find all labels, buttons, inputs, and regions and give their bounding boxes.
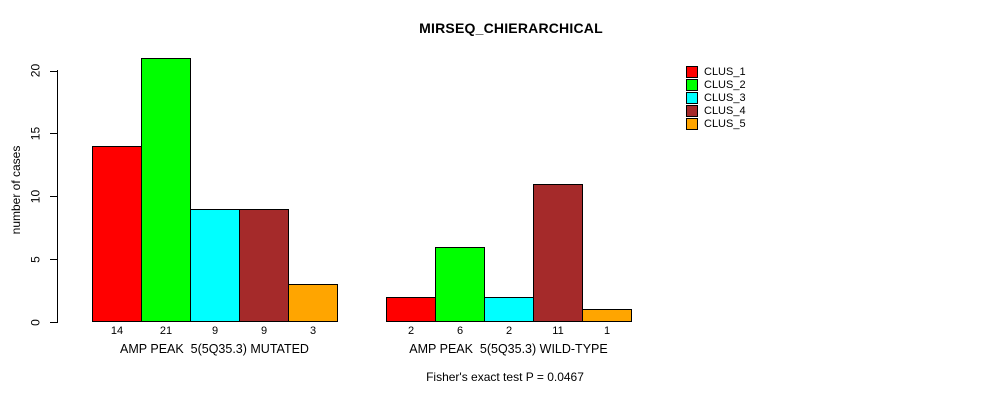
y-tick-label: 10 — [28, 189, 43, 203]
group-axis-label: AMP PEAK 5(5Q35.3) WILD-TYPE — [409, 342, 608, 356]
legend-item: CLUS_1 — [686, 65, 746, 78]
bar — [92, 146, 142, 322]
y-tick-label: 20 — [28, 63, 43, 78]
y-axis-line — [57, 70, 58, 323]
bar — [582, 309, 632, 322]
legend-item-label: CLUS_4 — [704, 104, 746, 117]
fisher-test-annotation: Fisher's exact test P = 0.0467 — [426, 370, 584, 384]
legend-item: CLUS_3 — [686, 91, 746, 104]
y-tick-label: 5 — [28, 255, 43, 263]
y-tick-label: 15 — [28, 126, 43, 141]
bar — [533, 184, 583, 322]
y-tick-mark — [50, 322, 57, 323]
bar — [435, 247, 485, 322]
y-tick-label: 0 — [28, 318, 43, 326]
bar-value-label: 9 — [260, 325, 268, 337]
legend-item-label: CLUS_3 — [704, 91, 746, 104]
legend-item-label: CLUS_5 — [704, 117, 746, 130]
chart-title: MIRSEQ_CHIERARCHICAL — [419, 20, 603, 36]
bar — [141, 58, 191, 322]
y-tick-mark — [50, 196, 57, 198]
bar — [484, 297, 534, 322]
legend-color-swatch — [686, 65, 698, 78]
bar — [239, 209, 289, 322]
legend-color-swatch — [686, 117, 698, 130]
legend-item-label: CLUS_2 — [704, 78, 746, 91]
bar-value-label: 2 — [505, 325, 513, 337]
bar-value-label: 21 — [159, 325, 173, 337]
y-axis-title: number of cases — [9, 145, 23, 235]
bar-value-label: 6 — [456, 325, 464, 337]
legend-item: CLUS_5 — [686, 117, 746, 130]
y-tick-mark — [50, 133, 57, 135]
bar — [386, 297, 436, 322]
bar-value-label: 3 — [309, 325, 317, 337]
bar-value-label: 2 — [407, 325, 415, 337]
y-tick-mark — [50, 259, 57, 261]
bar-value-label: 11 — [552, 325, 564, 337]
legend-item: CLUS_4 — [686, 104, 746, 117]
legend-color-swatch — [686, 91, 698, 104]
legend-color-swatch — [686, 78, 698, 91]
bar-value-label: 14 — [110, 325, 124, 337]
legend: CLUS_1 CLUS_2 CLUS_3 CLUS_4 CLUS_5 — [686, 65, 746, 130]
legend-color-swatch — [686, 104, 698, 117]
group-axis-label: AMP PEAK 5(5Q35.3) MUTATED — [120, 342, 309, 356]
legend-item-label: CLUS_1 — [704, 65, 746, 78]
bar-value-label: 1 — [603, 325, 611, 337]
y-tick-mark — [50, 70, 57, 72]
legend-item: CLUS_2 — [686, 78, 746, 91]
bar-value-label: 9 — [211, 325, 219, 337]
bar — [288, 284, 338, 322]
bar — [190, 209, 240, 322]
